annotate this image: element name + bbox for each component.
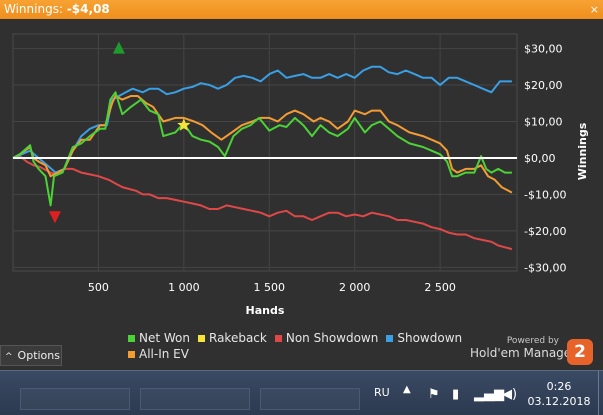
legend-label-all-in-ev: All-In EV bbox=[139, 347, 189, 361]
x-tick-label-0: 500 bbox=[88, 281, 109, 294]
legend-swatch-all-in-ev bbox=[128, 350, 135, 358]
winnings-chart: $30,00 $20,00 $10,00 $0,00 -$10,00 -$20,00 -$3… bbox=[12, 33, 589, 317]
legend-swatch-rakeback bbox=[198, 334, 205, 342]
taskbar-button-2[interactable] bbox=[140, 388, 250, 410]
volume-icon[interactable]: ◀) bbox=[502, 387, 518, 402]
series-line-non-showdown bbox=[12, 155, 513, 251]
legend-label-rakeback: Rakeback bbox=[209, 331, 267, 345]
y-tick-label-1: $20,00 bbox=[524, 79, 563, 92]
clock-date: 03.12.2018 bbox=[527, 395, 591, 408]
taskbar-button-1[interactable] bbox=[20, 388, 130, 410]
legend-label-showdown: Showdown bbox=[397, 331, 463, 345]
y-tick-label-2: $10,00 bbox=[524, 116, 563, 129]
legend-swatch-non-showdown bbox=[274, 334, 282, 342]
language-indicator[interactable]: RU bbox=[374, 386, 390, 399]
legend-swatch-net-won bbox=[128, 334, 135, 342]
y-axis-label: Winnings bbox=[576, 122, 589, 180]
title-value: -$4,08 bbox=[66, 2, 110, 16]
x-axis-label: Hands bbox=[246, 304, 285, 317]
options-button[interactable]: ^ Options bbox=[0, 345, 62, 366]
x-tick-label-4: 2 500 bbox=[424, 281, 456, 294]
chevron-up-icon: ^ bbox=[5, 352, 13, 362]
legend-row-2: All-In EV bbox=[128, 346, 470, 362]
x-tick-label-3: 2 000 bbox=[339, 281, 371, 294]
options-label: Options bbox=[17, 349, 60, 362]
hm2-logo-icon: 2 bbox=[567, 339, 593, 365]
battery-icon[interactable]: ▮ bbox=[452, 387, 460, 402]
y-tick-label-6: -$30,00 bbox=[524, 261, 566, 274]
legend: Net Won Rakeback Non Showdown Showdown A… bbox=[128, 330, 470, 362]
clock[interactable]: 0:26 03.12.2018 bbox=[521, 379, 597, 409]
legend-swatch-showdown bbox=[386, 334, 394, 342]
y-tick-label-5: -$20,00 bbox=[524, 225, 566, 238]
taskbar-button-3[interactable] bbox=[260, 388, 360, 410]
brand-name: Hold'em Manager bbox=[470, 346, 577, 360]
x-tick-label-2: 1 500 bbox=[254, 281, 286, 294]
clock-time: 0:26 bbox=[546, 380, 572, 393]
plot-area bbox=[12, 33, 518, 272]
title-label: Winnings: bbox=[4, 2, 63, 16]
tray-expand-icon[interactable]: ▲ bbox=[403, 384, 411, 395]
marker-min bbox=[48, 211, 61, 224]
legend-item-net-won[interactable]: Net Won bbox=[128, 331, 190, 345]
legend-item-all-in-ev[interactable]: All-In EV bbox=[128, 347, 189, 361]
series-line-showdown bbox=[12, 65, 512, 174]
legend-row-1: Net Won Rakeback Non Showdown Showdown bbox=[128, 330, 470, 346]
y-tick-label-3: $0,00 bbox=[524, 152, 556, 165]
marker-max bbox=[112, 41, 125, 54]
powered-by-logo: Powered by Hold'em Manager 2 bbox=[470, 334, 595, 368]
close-icon[interactable]: × bbox=[589, 3, 599, 16]
show-desktop-button[interactable] bbox=[598, 371, 603, 415]
legend-label-net-won: Net Won bbox=[139, 331, 190, 345]
signal-icon[interactable]: ▂▄▆ bbox=[474, 387, 504, 402]
flag-icon[interactable]: ⚑ bbox=[428, 387, 440, 402]
powered-by-text: Powered by bbox=[506, 336, 559, 346]
marker-rakeback-star bbox=[177, 118, 191, 131]
y-tick-label-4: -$10,00 bbox=[524, 188, 566, 201]
taskbar: RU ▲ ⚑ ▮ ▂▄▆ ◀) 0:26 03.12.2018 bbox=[0, 370, 603, 415]
legend-label-non-showdown: Non Showdown bbox=[285, 331, 379, 345]
y-tick-label-0: $30,00 bbox=[524, 43, 563, 56]
legend-item-rakeback[interactable]: Rakeback bbox=[198, 331, 267, 345]
legend-item-showdown[interactable]: Showdown bbox=[386, 331, 462, 345]
window-titlebar: Winnings: -$4,08 × bbox=[0, 0, 603, 19]
x-tick-label-1: 1 000 bbox=[168, 281, 200, 294]
legend-item-non-showdown[interactable]: Non Showdown bbox=[274, 331, 379, 345]
